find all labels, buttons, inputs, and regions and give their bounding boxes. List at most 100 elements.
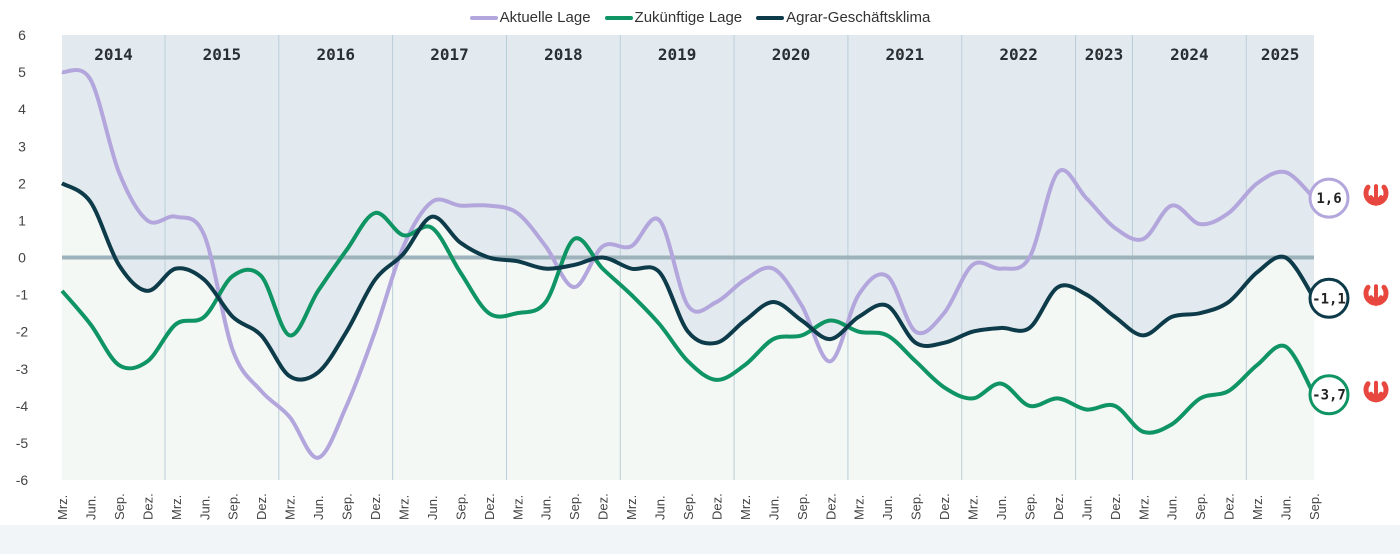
data-point xyxy=(88,322,92,326)
data-point xyxy=(487,256,491,260)
data-point xyxy=(1227,300,1231,304)
year-label: 2018 xyxy=(544,45,583,64)
data-point xyxy=(658,322,662,326)
data-point xyxy=(373,330,377,334)
y-tick-label: -6 xyxy=(16,472,29,488)
data-point xyxy=(1141,430,1145,434)
data-point xyxy=(1198,222,1202,226)
y-tick-label: 1 xyxy=(18,212,26,228)
data-point xyxy=(1084,408,1088,412)
data-point xyxy=(1284,170,1288,174)
data-point xyxy=(800,304,804,308)
data-point xyxy=(828,319,832,323)
data-point xyxy=(174,322,178,326)
x-tick-label: Jun. xyxy=(1279,495,1294,520)
data-point xyxy=(458,241,462,245)
end-value-label: -3,7 xyxy=(1312,388,1346,404)
x-tick-label: Mrz. xyxy=(738,495,753,520)
x-tick-label: Dez. xyxy=(368,493,383,520)
data-point xyxy=(88,200,92,204)
y-tick-label: -4 xyxy=(16,398,29,414)
data-point xyxy=(145,289,149,293)
data-point xyxy=(1284,256,1288,260)
data-point xyxy=(458,204,462,208)
legend-label: Zukünftige Lage xyxy=(634,9,743,26)
data-point xyxy=(117,263,121,267)
x-tick-label: Sep. xyxy=(112,493,127,520)
data-point xyxy=(88,78,92,82)
data-point xyxy=(1027,256,1031,260)
data-point xyxy=(971,263,975,267)
year-label: 2017 xyxy=(430,45,469,64)
data-point xyxy=(771,337,775,341)
data-point xyxy=(914,359,918,363)
x-tick-label: Dez. xyxy=(1051,493,1066,520)
data-point xyxy=(288,415,292,419)
x-tick-label: Mrz. xyxy=(966,495,981,520)
x-tick-label: Mrz. xyxy=(169,495,184,520)
x-tick-label: Dez. xyxy=(1108,493,1123,520)
x-tick-label: Sep. xyxy=(1193,493,1208,520)
x-tick-label: Mrz. xyxy=(283,495,298,520)
x-tick-label: Jun. xyxy=(653,495,668,520)
x-tick-label: Sep. xyxy=(681,493,696,520)
series-line-0 xyxy=(61,67,1316,460)
data-point xyxy=(145,359,149,363)
legend: Aktuelle Lage Zukünftige Lage Agrar-Gesc… xyxy=(0,9,1400,26)
data-point xyxy=(800,333,804,337)
bottom-strip xyxy=(0,525,1400,554)
legend-item-aktuelle-lage[interactable]: Aktuelle Lage xyxy=(469,9,591,26)
y-tick-label: -3 xyxy=(16,361,29,377)
data-point xyxy=(971,396,975,400)
x-tick-label: Jun. xyxy=(83,495,98,520)
legend-item-geschaeftsklima[interactable]: Agrar-Geschäftsklima xyxy=(756,9,930,26)
data-point xyxy=(316,370,320,374)
data-point xyxy=(1255,270,1259,274)
data-point xyxy=(942,311,946,315)
data-point xyxy=(914,330,918,334)
data-point xyxy=(857,293,861,297)
data-point xyxy=(885,333,889,337)
data-point xyxy=(1170,204,1174,208)
data-point xyxy=(1056,285,1060,289)
year-label: 2022 xyxy=(999,45,1038,64)
data-point xyxy=(1141,237,1145,241)
data-point xyxy=(316,456,320,460)
data-point xyxy=(999,382,1003,386)
y-tick-label: 5 xyxy=(18,64,26,80)
end-value-marker xyxy=(1308,277,1350,319)
data-point xyxy=(401,252,405,256)
x-tick-label: Sep. xyxy=(1022,493,1037,520)
x-tick-label: Mrz. xyxy=(1250,495,1265,520)
legend-label: Aktuelle Lage xyxy=(499,9,591,26)
data-point xyxy=(1255,363,1259,367)
data-point xyxy=(345,404,349,408)
arrow-stem xyxy=(1369,184,1383,207)
x-tick-label: Jun. xyxy=(766,495,781,520)
x-tick-label: Dez. xyxy=(254,493,269,520)
data-point xyxy=(857,315,861,319)
data-point xyxy=(857,330,861,334)
data-point xyxy=(60,70,64,74)
data-point xyxy=(60,289,64,293)
end-value-label: 1,6 xyxy=(1316,191,1341,207)
data-point xyxy=(686,330,690,334)
year-label: 2021 xyxy=(886,45,925,64)
data-point xyxy=(771,267,775,271)
year-label: 2025 xyxy=(1261,45,1300,64)
legend-item-zukuenftige-lage[interactable]: Zukünftige Lage xyxy=(604,9,743,26)
arrow-down-icon xyxy=(1363,184,1389,207)
arrow-down-icon xyxy=(1363,380,1389,403)
x-tick-label: Dez. xyxy=(1222,493,1237,520)
x-tick-label: Sep. xyxy=(340,493,355,520)
series-line-2 xyxy=(60,181,1316,382)
data-point xyxy=(1027,326,1031,330)
series-line-1 xyxy=(60,210,1316,435)
x-tick-label: Mrz. xyxy=(624,495,639,520)
x-tick-label: Dez. xyxy=(937,493,952,520)
x-tick-label: Sep. xyxy=(453,493,468,520)
y-tick-label: -2 xyxy=(16,324,29,340)
data-point xyxy=(771,300,775,304)
data-point xyxy=(202,278,206,282)
data-point xyxy=(288,374,292,378)
